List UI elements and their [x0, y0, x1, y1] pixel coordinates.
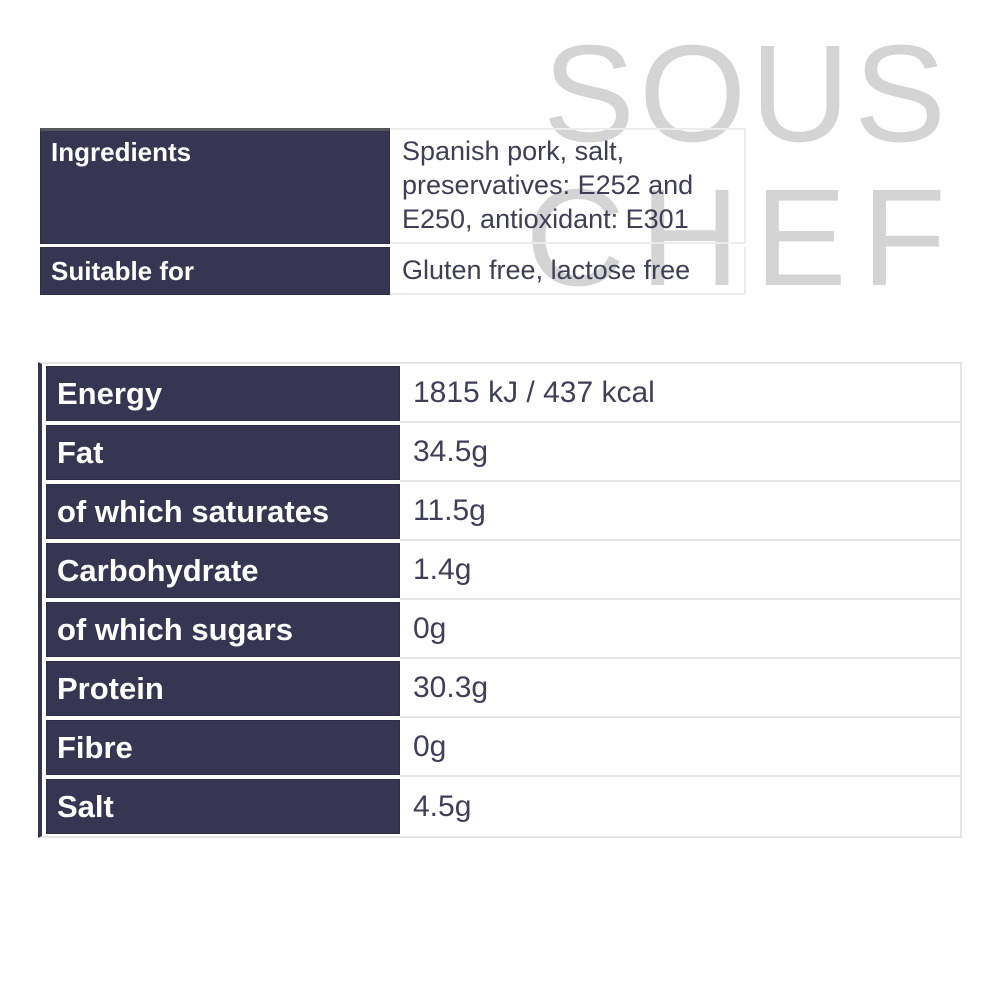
nutrition-table-row: Energy 1815 kJ / 437 kcal — [42, 364, 960, 423]
nutrition-table-row: Salt 4.5g — [42, 777, 960, 836]
info-table-row: Ingredients Spanish pork, salt, preserva… — [40, 128, 746, 244]
nutrition-table-row: Carbohydrate 1.4g — [42, 541, 960, 600]
nutrition-row-label-cell: of which saturates — [46, 484, 400, 539]
watermark-line-chef: CHEF — [525, 161, 961, 316]
info-row-label-cell: Suitable for — [40, 247, 390, 295]
nutrition-row-label-cell: Energy — [46, 366, 400, 421]
nutrition-row-label-cell: Fat — [46, 425, 400, 480]
nutrition-table-row: Protein 30.3g — [42, 659, 960, 718]
nutrition-row-value-cell: 11.5g — [400, 482, 960, 541]
ingredients-info-table: Ingredients Spanish pork, salt, preserva… — [40, 128, 746, 295]
nutrition-row-value-cell: 0g — [400, 718, 960, 777]
nutrition-table-row: Fat 34.5g — [42, 423, 960, 482]
info-row-value-cell: Gluten free, lactose free — [390, 247, 746, 295]
nutrition-row-value-cell: 1.4g — [400, 541, 960, 600]
sous-chef-watermark: SOUS CHEF — [520, 22, 946, 311]
nutrition-row-value-cell: 4.5g — [413, 789, 472, 823]
nutrition-row-label-cell: Protein — [46, 661, 400, 716]
nutrition-row-value-cell: 0g — [400, 600, 960, 659]
nutrition-table: Energy 1815 kJ / 437 kcal Fat 34.5g of w… — [38, 362, 962, 838]
info-table-row: Suitable for Gluten free, lactose free — [40, 247, 746, 295]
nutrition-row-label-cell: Carbohydrate — [46, 543, 400, 598]
nutrition-row-value-cell: 34.5g — [400, 423, 960, 482]
nutrition-table-row: of which sugars 0g — [42, 600, 960, 659]
nutrition-row-label-cell: Fibre — [46, 720, 400, 775]
nutrition-row-label-cell: of which sugars — [46, 602, 400, 657]
nutrition-table-row: Fibre 0g — [42, 718, 960, 777]
nutrition-row-label-cell: Salt — [46, 779, 400, 834]
info-row-label-cell: Ingredients — [40, 128, 390, 244]
nutrition-table-row: of which saturates 11.5g — [42, 482, 960, 541]
nutrition-row-value-cell: 1815 kJ / 437 kcal — [400, 364, 960, 423]
nutrition-row-value-cell: 30.3g — [400, 659, 960, 718]
info-row-value-cell: Spanish pork, salt, preservatives: E252 … — [390, 128, 746, 244]
